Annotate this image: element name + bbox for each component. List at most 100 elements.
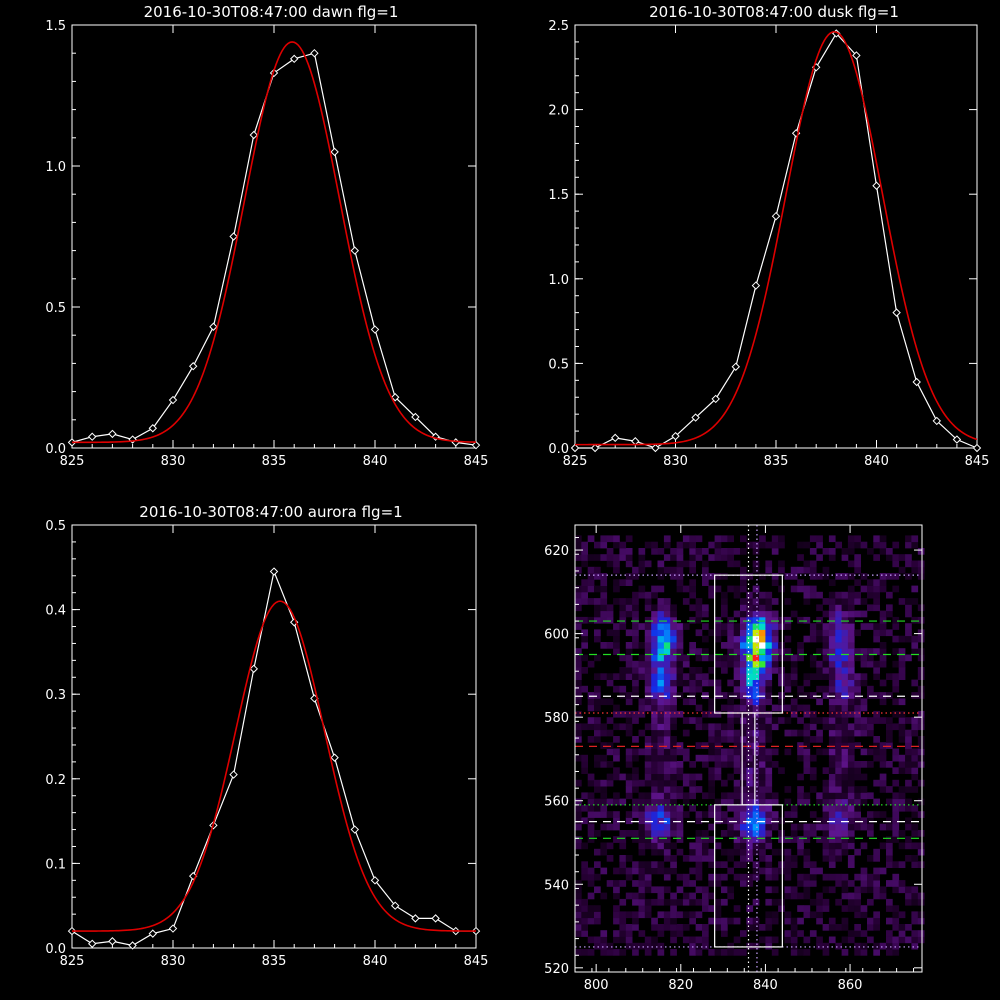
heatmap-cell (619, 836, 627, 843)
heatmap-cell (727, 535, 734, 543)
heatmap-cell (638, 811, 646, 818)
heatmap-cell (676, 823, 684, 831)
heatmap-cell (759, 867, 766, 875)
heatmap-cell (613, 541, 620, 549)
heatmap-cell (727, 710, 734, 718)
heatmap-cell (594, 554, 601, 561)
heatmap-cell (689, 591, 696, 599)
heatmap-cell (702, 623, 709, 630)
heatmap-cell (721, 779, 728, 787)
heatmap-cell (847, 880, 855, 887)
heatmap-cell (708, 779, 715, 787)
heatmap-cell (600, 842, 608, 850)
heatmap-cell (695, 830, 703, 837)
heatmap-cell (765, 642, 773, 649)
heatmap-cell (594, 566, 601, 574)
heatmap-cell (625, 642, 633, 649)
heatmap-cell (771, 848, 779, 856)
heatmap-cell (898, 886, 906, 894)
heatmap-cell (606, 535, 614, 543)
heatmap-cell (867, 898, 874, 906)
heatmap-cell (625, 911, 633, 919)
heatmap-cell (765, 792, 773, 800)
heatmap-cell (917, 635, 925, 643)
heatmap-cell (644, 635, 652, 643)
heatmap-cell (625, 729, 633, 737)
heatmap-cell (841, 729, 849, 737)
heatmap-cell (746, 591, 754, 599)
heatmap-cell (581, 911, 588, 919)
heatmap-cell (816, 660, 823, 668)
heatmap-cell (822, 685, 830, 693)
heatmap-cell (587, 573, 595, 580)
heatmap-cell (714, 541, 722, 549)
heatmap-cell (727, 717, 734, 724)
heatmap-cell (581, 861, 588, 868)
heatmap-cell (657, 949, 665, 956)
heatmap-cell (873, 717, 880, 724)
heatmap-cell (714, 554, 722, 561)
heatmap-cell (860, 654, 868, 662)
heatmap-cell (689, 898, 696, 906)
heatmap-cell (847, 667, 855, 674)
heatmap-cell (822, 548, 830, 555)
heatmap-cell (841, 767, 849, 774)
data-point (912, 377, 921, 387)
heatmap-cell (828, 754, 836, 762)
heatmap-cell (575, 804, 582, 812)
heatmap-cell (752, 754, 760, 762)
heatmap-cell (860, 698, 868, 706)
heatmap-cell (663, 660, 671, 668)
heatmap-cell (752, 924, 760, 931)
heatmap-cell (625, 942, 633, 950)
heatmap-cell (714, 573, 722, 580)
heatmap-cell (905, 560, 912, 568)
x-tick-label: 825 (60, 454, 85, 469)
heatmap-cell (835, 898, 842, 906)
heatmap-cell (676, 679, 684, 687)
heatmap-cell (676, 924, 684, 931)
heatmap-cell (651, 848, 658, 856)
heatmap-cell (784, 873, 792, 881)
heatmap-cell (828, 786, 836, 793)
heatmap-cell (676, 873, 684, 881)
heatmap-cell (828, 873, 836, 881)
heatmap-cell (911, 886, 919, 894)
heatmap-cell (847, 786, 855, 793)
heatmap-cell (860, 798, 868, 806)
heatmap-cell (879, 698, 887, 706)
heatmap-cell (575, 698, 582, 706)
heatmap-cell (790, 917, 798, 925)
heatmap-cell (651, 629, 658, 637)
heatmap-cell (778, 679, 785, 687)
heatmap-cell (581, 767, 588, 774)
y-tick-label: 0.0 (548, 442, 569, 457)
heatmap-cell (613, 710, 620, 718)
heatmap-cell (606, 642, 614, 649)
heatmap-cell (765, 767, 773, 774)
heatmap-cell (702, 892, 709, 900)
heatmap-cell (886, 729, 893, 737)
heatmap-cell (873, 585, 880, 593)
heatmap-cell (714, 924, 722, 931)
heatmap-cell (828, 767, 836, 774)
y-tick-label: 620 (544, 544, 569, 559)
heatmap-cell (575, 917, 582, 925)
heatmap-cell (841, 786, 849, 793)
heatmap-cell (835, 723, 842, 731)
heatmap-cell (670, 798, 677, 806)
heatmap-cell (905, 604, 912, 612)
heatmap-cell (784, 648, 792, 655)
data-point (350, 246, 360, 255)
heatmap-cell (575, 842, 582, 850)
heatmap-cell (917, 917, 925, 925)
heatmap-cell (746, 905, 754, 912)
heatmap-cell (759, 761, 766, 768)
heatmap-cell (714, 917, 722, 925)
heatmap-cell (860, 723, 868, 731)
heatmap-cell (746, 692, 754, 699)
heatmap-cell (854, 892, 861, 900)
heatmap-cell (695, 817, 703, 825)
data-point (269, 567, 279, 576)
heatmap-cell (860, 673, 868, 680)
